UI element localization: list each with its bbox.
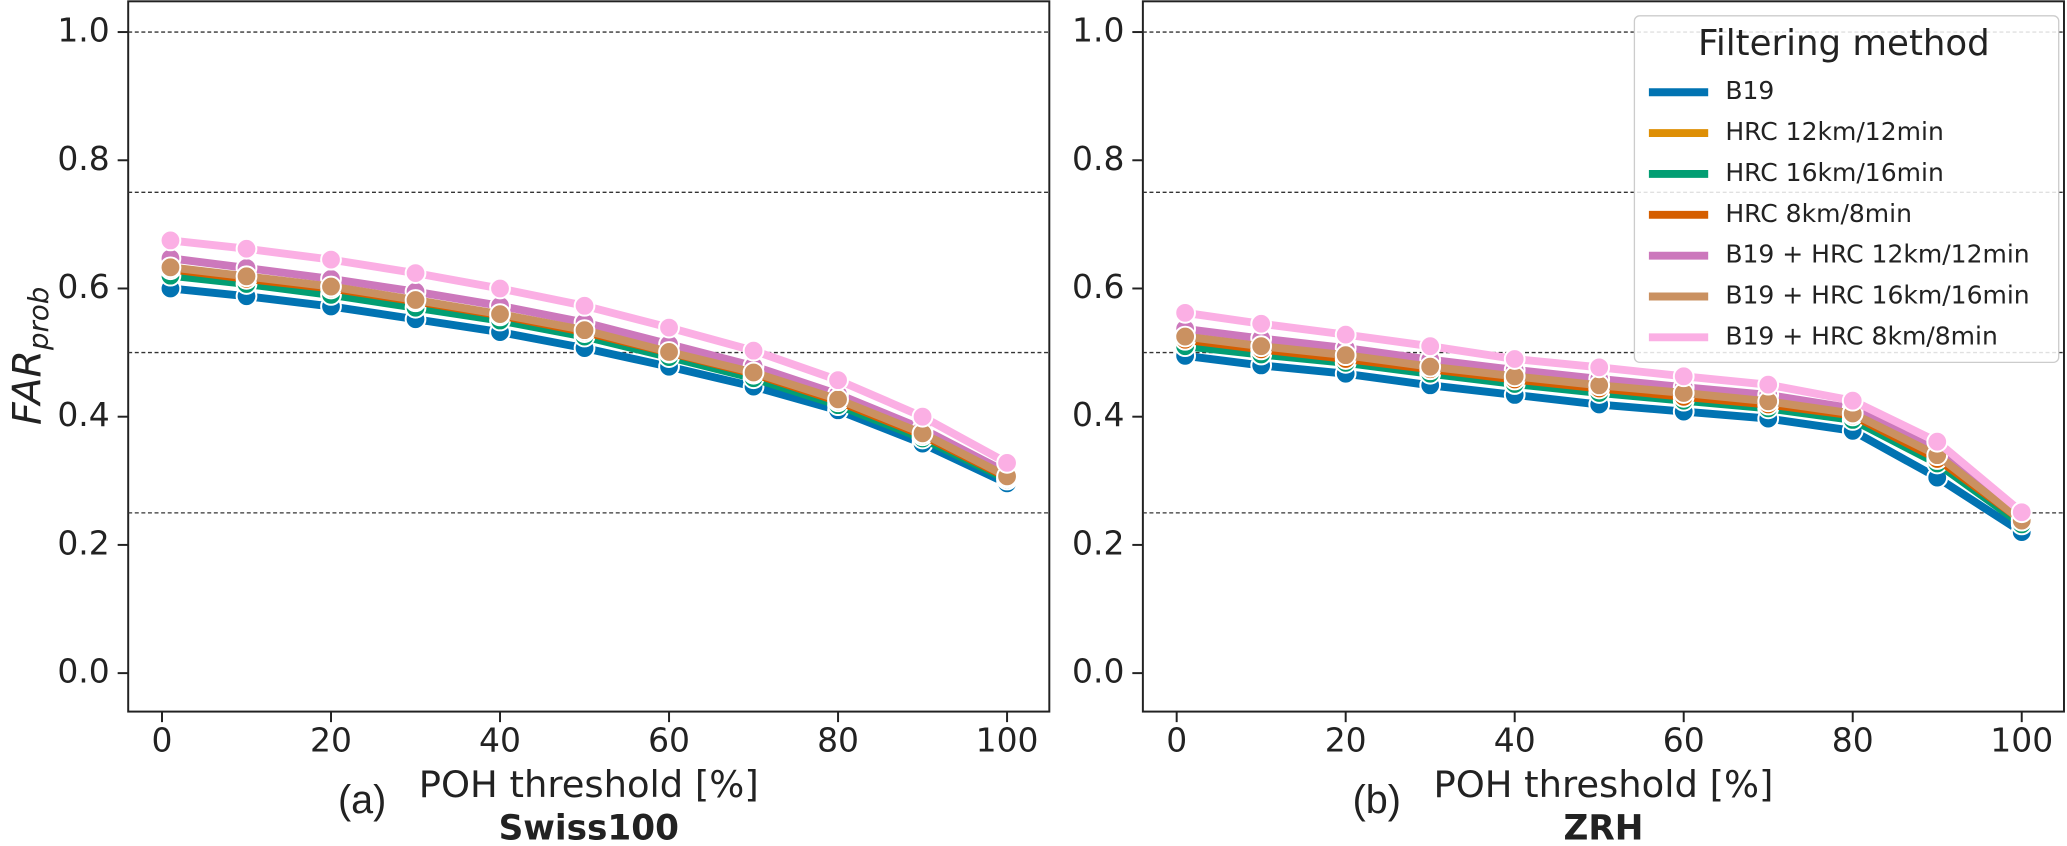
y-axis-label-main: FAR (4, 350, 50, 425)
point (742, 339, 765, 362)
point (1672, 365, 1695, 388)
y-axis-label-sub: prob (22, 287, 55, 351)
legend-label: HRC 12km/12min (1725, 117, 1943, 146)
panel-label: (b) (1353, 778, 1401, 822)
point (404, 262, 427, 284)
point (1174, 325, 1196, 348)
x-axis-label: POH threshold [%] (1433, 763, 1773, 806)
y-axis-label: FARprob (4, 287, 55, 425)
point (1757, 373, 1780, 396)
point (1841, 389, 1864, 412)
panel-label: (a) (338, 778, 386, 822)
legend-label: B19 + HRC 16km/16min (1725, 280, 2029, 309)
legend-label: B19 + HRC 12km/12min (1725, 240, 2029, 269)
point (1250, 312, 1273, 335)
x-tick-label: 100 (976, 720, 1039, 759)
x-tick-label: 40 (479, 720, 521, 759)
point (827, 369, 849, 392)
point (1174, 301, 1196, 324)
point (827, 388, 849, 411)
x-tick-label: 20 (1325, 720, 1367, 759)
x-tick-label: 0 (1166, 720, 1187, 759)
point (1334, 323, 1357, 346)
panel-subtitle: ZRH (1563, 809, 1643, 846)
x-axis-label: POH threshold [%] (419, 763, 759, 806)
point (1503, 348, 1526, 370)
point (742, 361, 765, 384)
point (658, 316, 680, 339)
x-tick-label: 80 (817, 720, 859, 759)
point (573, 319, 596, 342)
point (320, 275, 342, 298)
point (911, 405, 934, 428)
y-tick-label: 0.8 (1072, 139, 1124, 178)
point (1926, 430, 1949, 453)
legend-label: B19 + HRC 8km/8min (1725, 321, 1998, 350)
point (1250, 335, 1273, 358)
y-tick-label: 0.2 (57, 523, 109, 562)
point (320, 248, 342, 271)
y-tick-label: 0.2 (1072, 523, 1124, 562)
point (1419, 355, 1442, 378)
point (489, 277, 511, 300)
x-tick-label: 100 (1990, 720, 2053, 759)
y-tick-label: 1.0 (1072, 11, 1124, 50)
x-tick-label: 60 (648, 720, 690, 759)
point (1588, 356, 1611, 379)
x-tick-label: 40 (1494, 720, 1536, 759)
x-tick-label: 0 (152, 720, 173, 759)
y-tick-label: 1.0 (57, 11, 109, 50)
legend-label: HRC 16km/16min (1725, 158, 1943, 187)
point (159, 256, 182, 279)
point (1334, 344, 1357, 367)
point (573, 294, 596, 317)
panel-subtitle: Swiss100 (499, 809, 679, 846)
point (404, 289, 427, 311)
point (996, 451, 1018, 474)
y-tick-label: 0.0 (57, 652, 109, 691)
point (489, 303, 511, 325)
y-tick-label: 0.6 (57, 267, 109, 306)
y-tick-label: 0.8 (57, 139, 109, 178)
legend-label: B19 (1725, 76, 1774, 105)
legend-title: Filtering method (1698, 23, 1990, 64)
y-tick-label: 0.6 (1072, 267, 1124, 306)
point (1419, 335, 1442, 358)
x-tick-label: 60 (1663, 720, 1705, 759)
y-tick-label: 0.4 (57, 395, 109, 434)
point (1588, 374, 1611, 397)
legend-box (1633, 15, 2060, 364)
legend-label: HRC 8km/8min (1725, 199, 1912, 228)
x-tick-label: 80 (1832, 720, 1874, 759)
y-tick-label: 0.4 (1072, 395, 1124, 434)
point (235, 237, 258, 260)
y-tick-label: 0.0 (1072, 652, 1124, 691)
point (159, 229, 182, 252)
point (2010, 501, 2033, 524)
x-tick-label: 20 (310, 720, 352, 759)
point (658, 341, 680, 363)
point (235, 265, 258, 288)
